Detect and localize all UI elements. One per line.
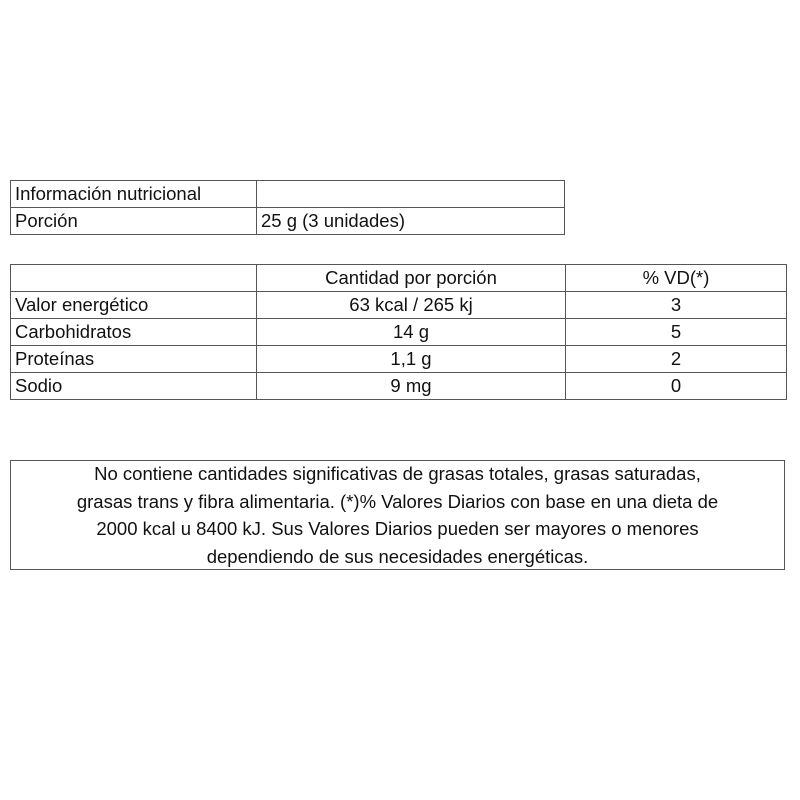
- portion-value: 25 g (3 unidades): [256, 207, 565, 235]
- table-row: Sodio 9 mg 0: [10, 372, 787, 400]
- footnote-line: dependiendo de sus necesidades energétic…: [206, 545, 589, 567]
- header-empty: [10, 264, 257, 292]
- footnote-line: grasas trans y fibra alimentaria. (*)% V…: [76, 490, 719, 512]
- nutrient-name: Carbohidratos: [10, 318, 257, 346]
- table-row: Proteínas 1,1 g 2: [10, 345, 787, 373]
- table-row: Información nutricional: [10, 180, 565, 208]
- nutrient-table: Cantidad por porción % VD(*) Valor energ…: [10, 264, 787, 400]
- nutrient-amount: 9 mg: [256, 372, 566, 400]
- table-row: Carbohidratos 14 g 5: [10, 318, 787, 346]
- info-title-value: [256, 180, 565, 208]
- footnote-line: 2000 kcal u 8400 kJ. Sus Valores Diarios…: [96, 518, 699, 539]
- nutrient-vd: 0: [565, 372, 787, 400]
- nutrient-name: Valor energético: [10, 291, 257, 319]
- portion-label: Porción: [10, 207, 257, 235]
- info-table: Información nutricional Porción 25 g (3 …: [10, 180, 565, 235]
- nutrient-name: Sodio: [10, 372, 257, 400]
- nutrient-vd: 5: [565, 318, 787, 346]
- nutrient-name: Proteínas: [10, 345, 257, 373]
- nutrient-vd: 3: [565, 291, 787, 319]
- nutrient-amount: 1,1 g: [256, 345, 566, 373]
- footnote-line: No contiene cantidades significativas de…: [94, 463, 701, 484]
- table-row: Porción 25 g (3 unidades): [10, 207, 565, 235]
- footnote-box: No contiene cantidades significativas de…: [10, 460, 785, 570]
- nutrient-amount: 63 kcal / 265 kj: [256, 291, 566, 319]
- info-title: Información nutricional: [10, 180, 257, 208]
- header-amount: Cantidad por porción: [256, 264, 566, 292]
- nutrient-vd: 2: [565, 345, 787, 373]
- table-row: Valor energético 63 kcal / 265 kj 3: [10, 291, 787, 319]
- nutrient-amount: 14 g: [256, 318, 566, 346]
- table-header-row: Cantidad por porción % VD(*): [10, 264, 787, 292]
- header-vd: % VD(*): [565, 264, 787, 292]
